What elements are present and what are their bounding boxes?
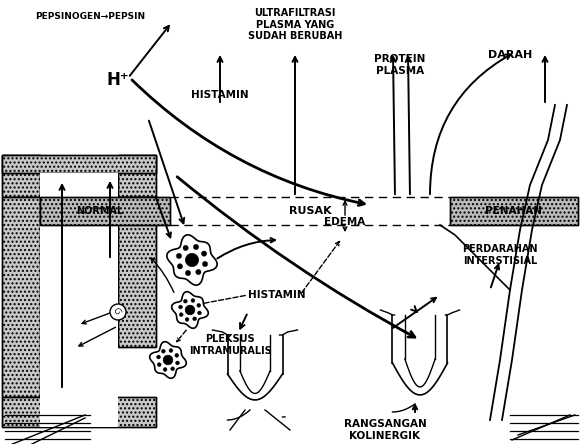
Circle shape: [183, 245, 188, 250]
Polygon shape: [150, 342, 187, 378]
Text: PERDARAHAN
INTERSTISIAL: PERDARAHAN INTERSTISIAL: [462, 244, 538, 266]
Circle shape: [163, 355, 173, 365]
Circle shape: [185, 317, 189, 321]
Circle shape: [175, 353, 179, 357]
Circle shape: [177, 254, 182, 258]
Text: PROTEIN
PLASMA: PROTEIN PLASMA: [374, 54, 426, 76]
Bar: [40, 197, 170, 225]
Circle shape: [202, 262, 207, 267]
Bar: [40, 173, 118, 197]
Circle shape: [197, 303, 200, 307]
Bar: [118, 197, 156, 347]
Circle shape: [177, 264, 182, 269]
Circle shape: [185, 254, 199, 266]
Bar: [40, 197, 170, 225]
Polygon shape: [171, 292, 208, 328]
Bar: [450, 197, 578, 225]
Text: ULTRAFILTRASI
PLASMA YANG
SUDAH BERUBAH: ULTRAFILTRASI PLASMA YANG SUDAH BERUBAH: [248, 8, 342, 41]
Bar: [118, 155, 156, 197]
Circle shape: [180, 313, 183, 317]
Polygon shape: [167, 235, 217, 285]
Bar: [2, 155, 40, 197]
Circle shape: [157, 363, 161, 367]
Circle shape: [163, 368, 167, 371]
Circle shape: [110, 304, 126, 320]
Circle shape: [184, 299, 187, 303]
Text: PEPSINOGEN→PEPSIN: PEPSINOGEN→PEPSIN: [35, 12, 145, 21]
Bar: [2, 155, 156, 173]
Text: RANGSANGAN
KOLINERGIK: RANGSANGAN KOLINERGIK: [343, 419, 426, 441]
Bar: [450, 197, 578, 225]
Bar: [2, 397, 156, 427]
Circle shape: [191, 298, 195, 302]
Circle shape: [175, 361, 180, 365]
Bar: [2, 155, 40, 197]
Circle shape: [157, 355, 160, 359]
Text: EDEMA: EDEMA: [324, 217, 365, 227]
Text: PENAHAN: PENAHAN: [486, 206, 543, 216]
Circle shape: [202, 251, 207, 256]
Text: PLEKSUS
INTRAMURALIS: PLEKSUS INTRAMURALIS: [189, 334, 271, 356]
Text: HISTAMIN: HISTAMIN: [191, 90, 249, 100]
Circle shape: [193, 244, 199, 250]
Bar: [2, 155, 156, 173]
Circle shape: [196, 270, 201, 275]
Circle shape: [193, 317, 196, 321]
Circle shape: [178, 305, 182, 309]
Text: HISTAMIN: HISTAMIN: [248, 290, 306, 300]
Text: RUSAK: RUSAK: [289, 206, 331, 216]
Circle shape: [185, 305, 195, 315]
Bar: [118, 155, 156, 197]
Text: NORMAL: NORMAL: [76, 206, 124, 216]
Circle shape: [198, 311, 202, 315]
Circle shape: [169, 349, 173, 353]
Bar: [2, 197, 40, 397]
Circle shape: [185, 270, 191, 276]
Circle shape: [171, 367, 174, 371]
Text: DARAH: DARAH: [488, 50, 532, 60]
Circle shape: [162, 349, 166, 353]
Bar: [118, 197, 156, 347]
Bar: [40, 197, 118, 427]
Bar: [2, 197, 40, 397]
Bar: [2, 397, 156, 427]
Text: H⁺: H⁺: [107, 71, 130, 89]
